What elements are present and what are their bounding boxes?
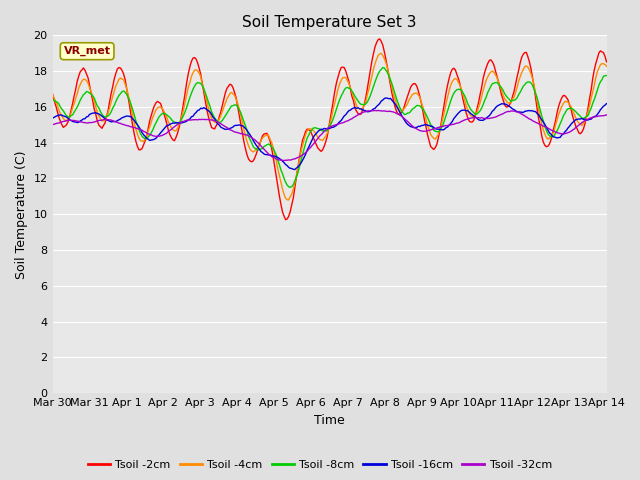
Tsoil -4cm [575,120,582,126]
Tsoil -8cm [603,72,611,78]
Tsoil -8cm [116,91,124,96]
Line: Tsoil -4cm: Tsoil -4cm [52,53,607,200]
Tsoil -16cm [232,122,240,128]
Tsoil -8cm [214,119,221,124]
Tsoil -8cm [242,123,250,129]
Tsoil -2cm [116,65,124,71]
X-axis label: Time: Time [314,414,345,427]
Tsoil -8cm [292,174,300,180]
Tsoil -4cm [49,92,56,97]
Tsoil -16cm [575,116,582,122]
Tsoil -32cm [603,112,611,118]
Tsoil -32cm [374,108,382,113]
Line: Tsoil -32cm: Tsoil -32cm [52,110,607,161]
Tsoil -8cm [232,102,240,108]
Line: Tsoil -16cm: Tsoil -16cm [52,98,607,169]
Tsoil -32cm [280,158,288,164]
Tsoil -32cm [242,132,250,138]
Tsoil -2cm [49,91,56,97]
Tsoil -8cm [575,112,582,118]
Tsoil -32cm [214,119,221,125]
Title: Soil Temperature Set 3: Soil Temperature Set 3 [243,15,417,30]
Tsoil -4cm [603,63,611,69]
Tsoil -2cm [292,174,300,180]
Tsoil -2cm [603,59,611,65]
Tsoil -16cm [116,116,124,122]
Tsoil -4cm [378,50,385,56]
Tsoil -2cm [214,120,221,126]
Text: VR_met: VR_met [63,46,111,56]
Legend: Tsoil -2cm, Tsoil -4cm, Tsoil -8cm, Tsoil -16cm, Tsoil -32cm: Tsoil -2cm, Tsoil -4cm, Tsoil -8cm, Tsoi… [83,456,557,474]
Y-axis label: Soil Temperature (C): Soil Temperature (C) [15,150,28,278]
Tsoil -16cm [382,95,390,101]
Line: Tsoil -8cm: Tsoil -8cm [52,68,607,187]
Tsoil -4cm [292,173,300,179]
Tsoil -32cm [232,129,240,135]
Tsoil -16cm [49,115,56,121]
Tsoil -16cm [292,165,300,171]
Tsoil -16cm [603,101,611,107]
Tsoil -2cm [376,36,383,42]
Tsoil -4cm [285,197,292,203]
Tsoil -16cm [214,121,221,127]
Tsoil -16cm [291,167,299,172]
Tsoil -8cm [286,184,294,190]
Tsoil -4cm [232,97,240,103]
Tsoil -8cm [379,65,387,71]
Tsoil -16cm [242,125,250,131]
Tsoil -4cm [116,75,124,81]
Tsoil -2cm [232,95,240,101]
Tsoil -8cm [49,97,56,103]
Tsoil -2cm [242,146,250,152]
Tsoil -4cm [242,133,250,139]
Tsoil -2cm [575,130,582,136]
Tsoil -32cm [575,122,582,128]
Tsoil -4cm [214,119,221,125]
Tsoil -32cm [116,120,124,126]
Line: Tsoil -2cm: Tsoil -2cm [52,39,607,220]
Tsoil -32cm [49,122,56,128]
Tsoil -2cm [282,217,289,223]
Tsoil -32cm [292,155,300,161]
